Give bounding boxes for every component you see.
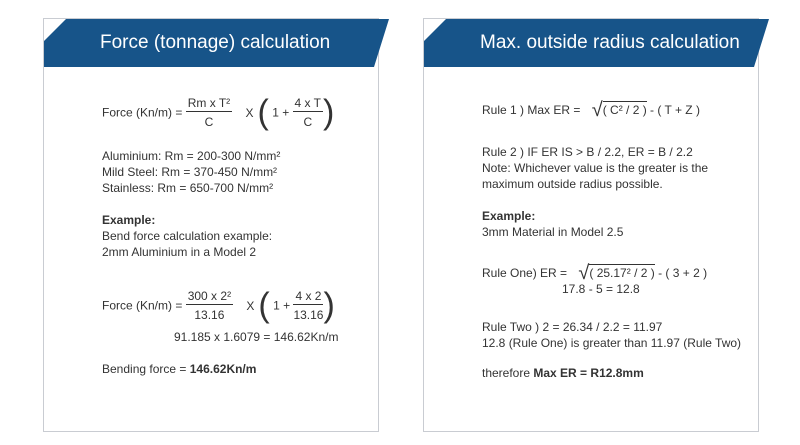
example-line-2: 2mm Aluminium in a Model 2	[102, 245, 257, 259]
force-formula-example: Force (Kn/m) = 300 x 2² 13.16 X( 1 + 4 x …	[102, 286, 335, 325]
rule-two: Rule Two ) 2 = 26.34 / 2.2 = 11.97	[482, 319, 663, 334]
example-line-1: Bend force calculation example:	[102, 229, 273, 243]
force-card: Force (tonnage) calculation Force (Kn/m)…	[43, 18, 389, 432]
material-stainless: Stainless: Rm = 650-700 N/mm²	[102, 181, 274, 195]
bending-force: Bending force = 146.62Kn/m	[102, 362, 257, 376]
radius-card-body: Rule 1 ) Max ER = √( C² / 2 ) - ( T + Z …	[482, 98, 748, 381]
example-label: Example:	[102, 213, 156, 227]
rule-one-calc: 17.8 - 5 = 12.8	[562, 281, 640, 296]
force-card-body: Force (Kn/m) = Rm x T² C X( 1 + 4 x T C) A…	[102, 95, 368, 377]
force-formula: Force (Kn/m) = Rm x T² C X( 1 + 4 x T C)	[102, 93, 335, 132]
rule2: Rule 2 ) IF ER IS > B / 2.2, ER = B / 2.…	[482, 144, 693, 159]
example-line: 3mm Material in Model 2.5	[482, 224, 624, 239]
note-line-1: Note: Whichever value is the greater is …	[482, 160, 709, 175]
radius-card-title: Max. outside radius calculation	[424, 19, 769, 67]
radius-card: Max. outside radius calculation Rule 1 )…	[423, 18, 769, 432]
force-card-title: Force (tonnage) calculation	[44, 19, 389, 67]
final-result: therefore Max ER = R12.8mm	[482, 365, 644, 380]
material-aluminium: Aluminium: Rm = 200-300 N/mm²	[102, 149, 281, 163]
material-mild-steel: Mild Steel: Rm = 370-450 N/mm²	[102, 165, 278, 179]
note-line-2: maximum outside radius possible.	[482, 176, 663, 191]
rule-two-line: 12.8 (Rule One) is greater than 11.97 (R…	[482, 335, 742, 350]
example-label: Example:	[482, 208, 536, 223]
rule-one: Rule One) ER = √( 25.17² / 2 ) - ( 3 + 2…	[482, 261, 708, 284]
rule1: Rule 1 ) Max ER = √( C² / 2 ) - ( T + Z …	[482, 98, 700, 121]
force-calc: 91.185 x 1.6079 = 146.62Kn/m	[174, 330, 339, 344]
